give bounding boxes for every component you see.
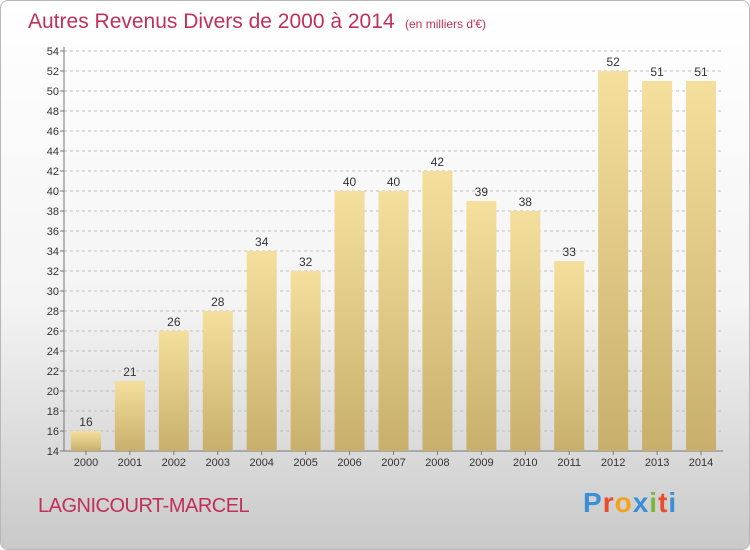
x-tick-label: 2006 (337, 457, 361, 469)
data-label: 40 (343, 175, 357, 189)
data-label: 39 (475, 185, 489, 199)
y-tick-label: 18 (47, 406, 59, 418)
bar (598, 71, 629, 451)
bar (686, 81, 717, 451)
logo-letter: x (632, 487, 650, 518)
y-tick-label: 32 (47, 266, 59, 278)
commune-name: LAGNICOURT-MARCEL (38, 495, 250, 517)
logo-letter: o (614, 487, 633, 518)
data-label: 28 (211, 295, 225, 309)
y-tick-label: 30 (47, 286, 59, 298)
y-tick-label: 42 (47, 166, 59, 178)
bar (202, 311, 233, 451)
y-tick-label: 54 (47, 46, 59, 58)
y-tick-label: 36 (47, 226, 59, 238)
data-label: 33 (563, 245, 577, 259)
logo-letter: t (658, 487, 669, 518)
logo-letter: i (649, 487, 659, 518)
x-tick-label: 2010 (513, 457, 537, 469)
y-tick-label: 14 (47, 446, 59, 458)
y-tick-label: 28 (47, 306, 59, 318)
y-tick-label: 24 (47, 346, 59, 358)
y-tick-label: 40 (47, 186, 59, 198)
data-label: 38 (519, 195, 533, 209)
x-tick-label: 2013 (645, 457, 669, 469)
y-tick-label: 20 (47, 386, 59, 398)
data-label: 16 (79, 415, 93, 429)
x-tick-label: 2008 (425, 457, 449, 469)
bar (246, 251, 277, 451)
logo-letter: i (668, 487, 678, 518)
x-tick-label: 2005 (293, 457, 317, 469)
y-tick-label: 26 (47, 326, 59, 338)
logo-letter: P (583, 487, 603, 518)
y-tick-label: 16 (47, 426, 59, 438)
bar (554, 261, 585, 451)
title-main: Autres Revenus Divers de 2000 à 2014 (28, 10, 395, 33)
data-label: 32 (299, 255, 313, 269)
x-tick-label: 2007 (381, 457, 405, 469)
data-label: 51 (694, 65, 708, 79)
bar (114, 381, 145, 451)
x-tick-label: 2012 (601, 457, 625, 469)
title-unit: (en milliers d'€) (405, 17, 486, 31)
proxiti-logo: Proxiti (583, 487, 677, 519)
x-tick-label: 2011 (557, 457, 581, 469)
y-tick-label: 38 (47, 206, 59, 218)
y-tick-label: 34 (47, 246, 59, 258)
x-tick-label: 2004 (249, 457, 273, 469)
data-label: 26 (167, 315, 181, 329)
y-tick-label: 48 (47, 106, 59, 118)
data-label: 52 (606, 55, 620, 69)
bar (334, 191, 365, 451)
y-tick-label: 46 (47, 126, 59, 138)
bar (290, 271, 321, 451)
data-label: 34 (255, 235, 269, 249)
y-tick-label: 22 (47, 366, 59, 378)
y-tick-label: 44 (47, 146, 59, 158)
bar (70, 431, 101, 451)
x-tick-label: 2014 (689, 457, 713, 469)
bar (466, 201, 497, 451)
bar (158, 331, 189, 451)
bar (378, 191, 409, 451)
logo-letter: r (602, 487, 615, 518)
data-label: 21 (123, 365, 137, 379)
y-tick-label: 50 (47, 86, 59, 98)
bar (642, 81, 673, 451)
chart-title: Autres Revenus Divers de 2000 à 2014 (en… (28, 10, 486, 34)
x-tick-label: 2001 (118, 457, 142, 469)
data-label: 51 (650, 65, 664, 79)
x-tick-label: 2003 (206, 457, 230, 469)
x-tick-label: 2000 (74, 457, 98, 469)
bar (422, 171, 453, 451)
data-label: 42 (431, 155, 445, 169)
y-tick-label: 52 (47, 66, 59, 78)
bar (510, 211, 541, 451)
x-tick-label: 2002 (162, 457, 186, 469)
data-label: 40 (387, 175, 401, 189)
x-tick-label: 2009 (469, 457, 493, 469)
